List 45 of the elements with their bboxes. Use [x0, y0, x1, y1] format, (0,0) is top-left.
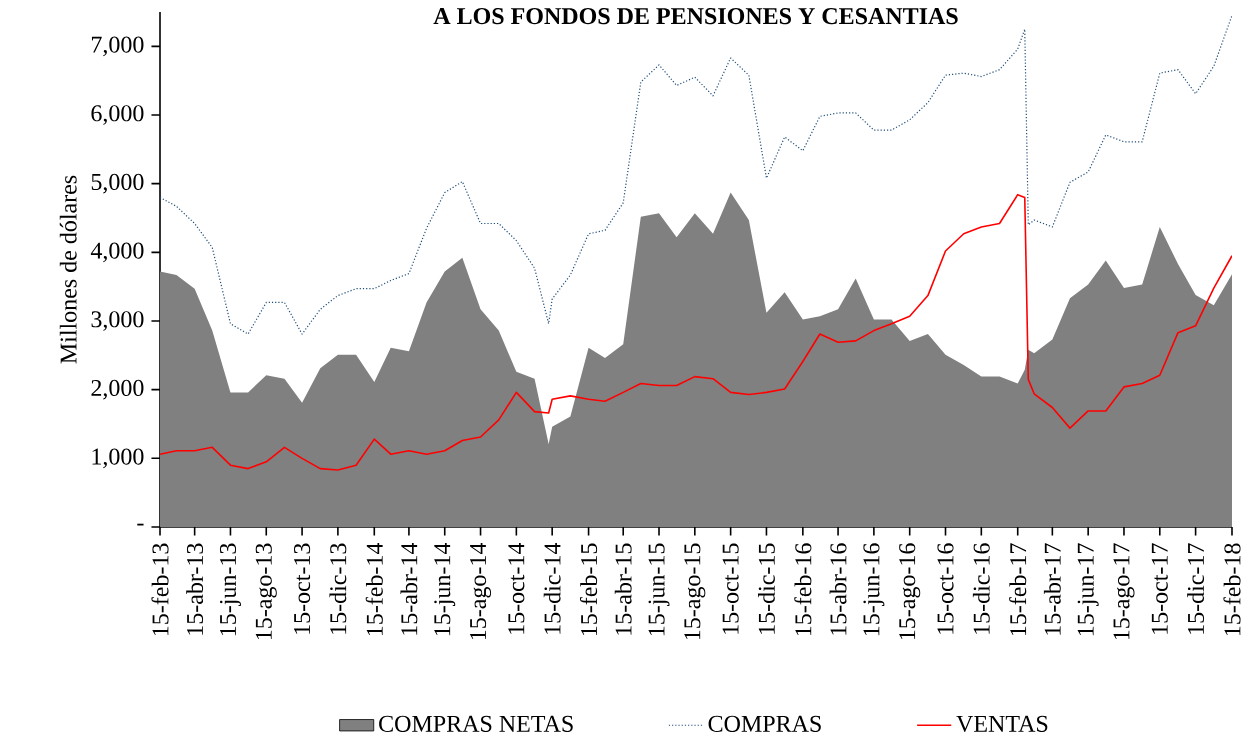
x-tick-label: 15-dic-16 [972, 543, 990, 634]
y-tick-label: 2,000 [91, 379, 144, 400]
x-tick-label: 15-oct-17 [1151, 543, 1168, 634]
x-tick-label: 15-ago-13 [255, 543, 277, 640]
x-tick-label: 15-oct-15 [722, 543, 739, 634]
x-tick-label: 15-oct-13 [294, 543, 311, 634]
x-tick-label: 15-ago-16 [899, 543, 921, 640]
legend-label: COMPRAS NETAS [379, 715, 573, 732]
x-tick-label: 15-feb-14 [365, 542, 383, 636]
x-tick-label: 15-abr-17 [1043, 543, 1061, 635]
x-tick-label: 15-ago-14 [470, 542, 492, 640]
x-tick-label: 15-feb-17 [1009, 543, 1027, 636]
x-tick-label: 15-oct-14 [508, 542, 525, 634]
x-tick-label: 15-dic-14 [543, 542, 561, 634]
y-tick-label: 4,000 [90, 242, 144, 263]
y-axis-title: Millones de dólares [59, 175, 77, 364]
x-tick-label: 15-ago-15 [684, 543, 706, 640]
x-tick-label: 15-dic-13 [329, 543, 347, 634]
legend-label: COMPRAS [708, 715, 821, 732]
x-tick-label: 15-abr-15 [614, 543, 632, 635]
x-tick-label: 15-feb-13 [151, 543, 169, 636]
line-series [160, 193, 1232, 471]
y-tick-label: 6,000 [91, 105, 144, 125]
x-tick-label: 15-ago-17 [1113, 543, 1135, 640]
x-tick-label: 15-jun-14 [434, 542, 456, 636]
x-tick-label: 15-feb-16 [794, 543, 812, 636]
y-tick-label: 1,000 [92, 448, 144, 469]
x-tick-label: 15-feb-15 [579, 543, 598, 636]
y-tick-label: - [137, 523, 144, 526]
legend-label: VENTAS [956, 715, 1048, 733]
x-tick-label: 15-abr-16 [829, 543, 847, 635]
x-tick-label: 15-jun-15 [648, 543, 670, 636]
y-tick-label: 5,000 [91, 173, 144, 194]
x-tick-label: 15-feb-18 [1223, 543, 1241, 636]
y-tick-label: 3,000 [91, 311, 144, 331]
x-tick-label: 15-dic-15 [758, 543, 775, 634]
chart-title: A LOS FONDOS DE PENSIONES Y CESANTIAS [433, 8, 958, 25]
x-tick-label: 15-dic-17 [1187, 543, 1205, 634]
y-tick-label: 7,000 [91, 36, 144, 57]
x-tick-label: 15-jun-13 [219, 543, 241, 636]
x-tick-label: 15-abr-14 [400, 542, 418, 635]
x-tick-label: 15-abr-13 [186, 543, 204, 635]
x-tick-label: 15-jun-17 [1077, 543, 1099, 636]
x-tick-label: 15-jun-16 [863, 543, 885, 636]
x-tick-label: 15-oct-16 [937, 543, 954, 634]
